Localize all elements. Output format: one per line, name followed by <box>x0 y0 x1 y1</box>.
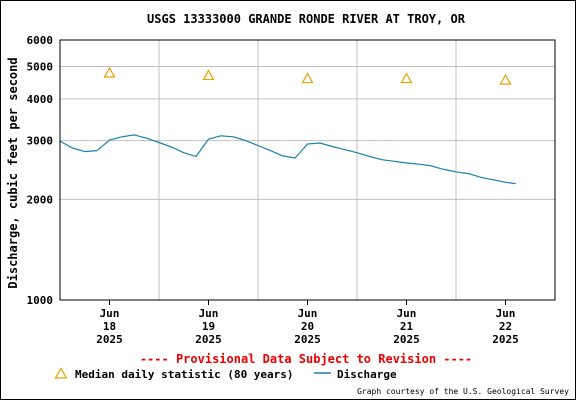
plot-area-border <box>59 39 556 301</box>
x-tick-label: 2025 <box>393 333 420 346</box>
y-tick-label: 4000 <box>27 93 54 106</box>
x-tick-label: Jun <box>496 307 516 320</box>
median-point <box>301 72 314 84</box>
data-layer <box>59 66 516 185</box>
x-tick-label: 2025 <box>294 333 321 346</box>
x-tick-label: 2025 <box>492 333 519 346</box>
y-tick-labels: 1000 2000 3000 4000 5000 6000 <box>27 34 54 307</box>
y-tick-label: 3000 <box>27 135 54 148</box>
x-tick-label: Jun <box>199 307 219 320</box>
median-point <box>499 73 512 85</box>
legend-median-marker <box>54 367 68 379</box>
chart-title: USGS 13333000 GRANDE RONDE RIVER AT TROY… <box>147 12 466 26</box>
y-tick-label: 1000 <box>27 294 54 307</box>
legend: Median daily statistic (80 years) Discha… <box>54 367 397 381</box>
x-tick-label: 20 <box>301 320 314 333</box>
y-tick-label: 2000 <box>27 193 54 206</box>
x-tick-label: 18 <box>103 320 116 333</box>
grid-layer <box>60 40 555 300</box>
y-tick-label: 6000 <box>27 34 54 47</box>
y-axis-label: Discharge, cubic feet per second <box>6 57 20 288</box>
x-tick-label: 21 <box>400 320 414 333</box>
usgs-credit: Graph courtesy of the U.S. Geological Su… <box>357 387 569 396</box>
x-tick-label: 22 <box>499 320 512 333</box>
discharge-line <box>59 134 516 185</box>
provisional-notice: ---- Provisional Data Subject to Revisio… <box>140 352 472 366</box>
y-tick-label: 5000 <box>27 60 54 73</box>
legend-discharge-label: Discharge <box>337 368 397 381</box>
x-tick-label: 2025 <box>96 333 123 346</box>
x-tick-label: Jun <box>100 307 120 320</box>
median-point <box>103 66 116 78</box>
median-point <box>400 72 413 84</box>
x-tick-label: 2025 <box>195 333 222 346</box>
median-point <box>202 69 215 81</box>
x-tick-label: Jun <box>397 307 417 320</box>
x-tick-labels: Jun182025Jun192025Jun202025Jun212025Jun2… <box>96 300 519 346</box>
x-tick-label: 19 <box>202 320 215 333</box>
x-tick-label: Jun <box>298 307 318 320</box>
legend-median-label: Median daily statistic (80 years) <box>75 368 294 381</box>
